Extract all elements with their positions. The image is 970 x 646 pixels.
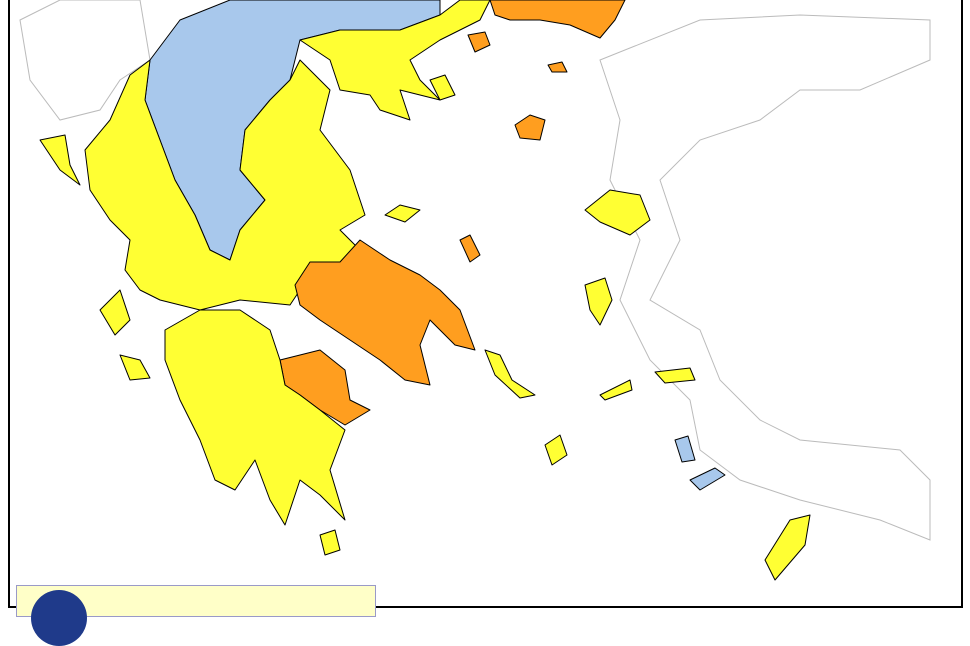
island-rhodes [764,514,811,581]
island-corfu [39,134,81,186]
island-crete-edge [319,529,341,556]
island-lemnos [514,114,546,141]
island-naxos [544,434,568,466]
risk-region-level-2-macedonia [299,0,491,121]
island-chios [584,277,613,326]
greece-fire-risk-map [19,0,931,581]
risk-region-level-3-central [294,239,476,386]
civil-protection-logo [31,590,87,646]
island-ikaria [599,379,633,401]
island-kefalonia [99,289,131,336]
neighbour-land-turkey [599,14,931,541]
island-skyros [459,234,481,263]
island-skiathos [384,204,421,223]
legend-panel [16,585,376,646]
neighbour-land-albania [19,0,151,121]
island-thasos [429,74,456,101]
island-andros [484,349,536,399]
risk-region-level-2-mainland [84,59,366,311]
island-imbros-marker [547,61,568,73]
risk-region-level-3-evros [489,0,626,39]
island-zakynthos [119,354,151,381]
island-samothrace [467,31,491,53]
island-samos [654,367,696,384]
island-kalymnos-level-1 [674,435,696,463]
island-lesvos [584,189,651,236]
risk-region-level-2-peloponnese [164,309,346,526]
island-kos-level-1 [689,467,726,491]
